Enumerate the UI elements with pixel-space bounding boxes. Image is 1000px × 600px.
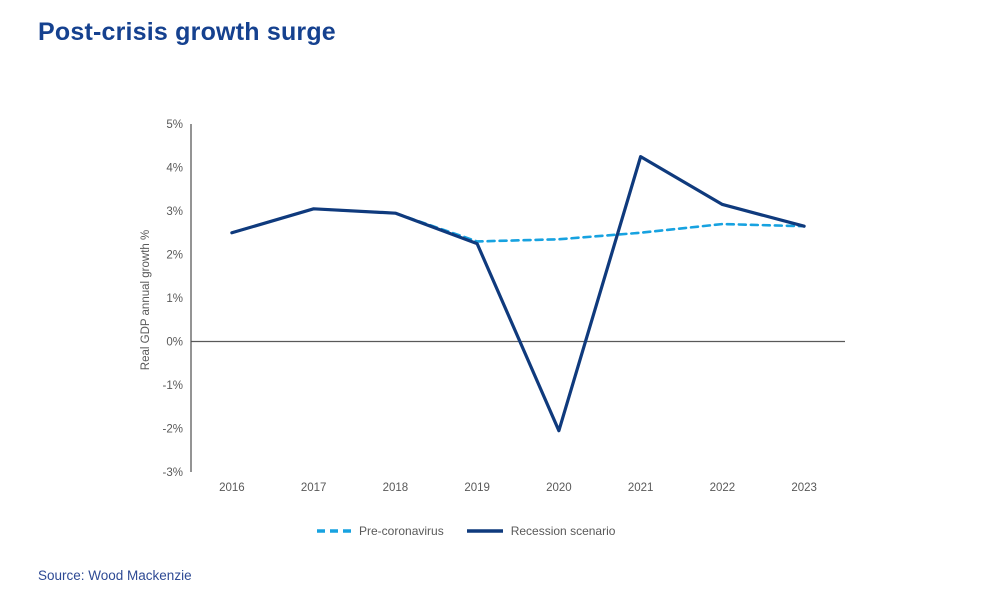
recession-scenario-line	[230, 155, 806, 433]
legend-item-pre-coronavirus: Pre-coronavirus	[316, 524, 444, 538]
page-title: Post-crisis growth surge	[38, 18, 336, 46]
y-axis-title: Real GDP annual growth %	[140, 230, 152, 370]
legend-label-recession-scenario: Recession scenario	[510, 524, 616, 538]
pre-coronavirus-line	[230, 207, 806, 243]
source-note: Source: Wood Mackenzie	[38, 568, 192, 583]
x-tick-label: 2017	[301, 482, 327, 494]
y-tick-label: 1%	[166, 293, 183, 305]
legend-item-recession-scenario: Recession scenario	[466, 524, 616, 538]
y-tick-label: 4%	[166, 163, 183, 175]
legend-label-pre-coronavirus: Pre-coronavirus	[359, 524, 444, 538]
x-tick-label: 2019	[464, 482, 490, 494]
x-tick-label: 2023	[791, 482, 817, 494]
solid-line-swatch	[466, 529, 503, 533]
y-tick-label: -2%	[163, 424, 183, 436]
x-tick-label: 2016	[219, 482, 245, 494]
y-tick-label: 5%	[166, 119, 183, 131]
x-tick-label: 2021	[628, 482, 654, 494]
y-tick-label: 0%	[166, 337, 183, 349]
chart-legend: Pre-coronavirus Recession scenario	[316, 524, 615, 538]
x-tick-label: 2018	[383, 482, 409, 494]
y-tick-label: 3%	[166, 206, 183, 218]
x-tick-label: 2020	[546, 482, 572, 494]
y-tick-label: -1%	[163, 380, 183, 392]
dashed-line-swatch	[317, 529, 351, 533]
y-tick-label: 2%	[166, 250, 183, 262]
y-tick-label: -3%	[163, 467, 183, 479]
x-tick-label: 2022	[710, 482, 736, 494]
